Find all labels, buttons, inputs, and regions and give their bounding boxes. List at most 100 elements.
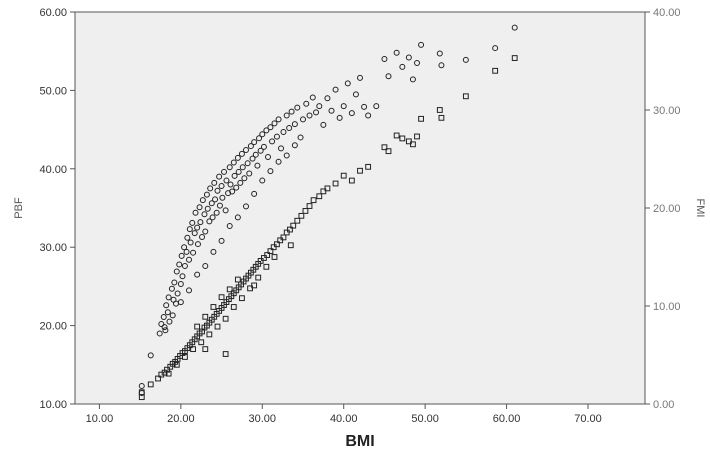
data-point-circle — [211, 179, 218, 186]
data-point-circle — [241, 175, 248, 182]
data-point-square — [316, 193, 323, 200]
data-point-circle — [207, 185, 214, 192]
data-point-circle — [263, 127, 270, 134]
data-point-circle — [291, 121, 298, 128]
data-point-circle — [313, 109, 320, 116]
left-y-tick-label: 40.00 — [39, 164, 67, 176]
data-point-square — [173, 361, 180, 368]
data-point-square — [164, 366, 170, 373]
data-point-square — [202, 313, 209, 320]
data-point-circle — [169, 312, 176, 319]
data-point-circle — [164, 309, 171, 316]
data-point-circle — [267, 168, 274, 175]
data-point-circle — [160, 313, 167, 320]
data-point-circle — [173, 268, 180, 275]
data-point-square — [287, 242, 294, 249]
data-point-square — [257, 258, 264, 264]
data-point-circle — [234, 214, 241, 221]
x-tick-label: 40.00 — [330, 413, 358, 425]
data-point-square — [222, 351, 229, 357]
data-point-square — [302, 208, 309, 214]
left-y-axis-title: PBF — [13, 197, 25, 219]
data-point-circle — [213, 209, 220, 216]
left-y-tick-label: 10.00 — [39, 399, 67, 411]
x-tick-label: 70.00 — [574, 413, 602, 425]
data-point-square — [194, 323, 201, 330]
right-y-tick-label: 30.00 — [653, 105, 681, 117]
data-point-circle — [189, 219, 196, 226]
data-point-circle — [194, 241, 201, 248]
left-y-tick-label: 60.00 — [39, 7, 67, 19]
data-point-circle — [251, 139, 258, 146]
data-point-circle — [309, 94, 316, 101]
data-point-circle — [280, 128, 287, 135]
data-point-circle — [194, 224, 201, 231]
data-point-circle — [324, 95, 331, 102]
data-point-circle — [249, 155, 256, 162]
data-point-square — [214, 323, 221, 330]
data-point-circle — [373, 103, 380, 110]
data-point-square — [206, 331, 213, 338]
data-point-circle — [187, 239, 194, 246]
data-point-circle — [251, 190, 258, 197]
data-point-circle — [348, 110, 355, 117]
data-point-square — [138, 394, 145, 401]
data-point-square — [287, 226, 293, 233]
data-point-circle — [357, 74, 363, 81]
data-point-circle — [203, 191, 210, 198]
data-point-square — [271, 254, 278, 260]
plot-area — [74, 11, 646, 405]
data-point-circle — [216, 202, 223, 209]
data-point-circle — [239, 164, 246, 171]
data-point-square — [436, 107, 443, 113]
left-y-tick-label: 20.00 — [39, 321, 67, 333]
data-point-circle — [393, 49, 400, 56]
data-point-circle — [264, 154, 271, 161]
data-point-square — [294, 217, 301, 224]
data-point-circle — [226, 223, 233, 230]
data-point-circle — [218, 183, 225, 190]
data-point-square — [381, 144, 388, 151]
data-point-circle — [399, 63, 406, 70]
data-point-circle — [316, 103, 323, 110]
data-point-square — [414, 133, 420, 140]
x-axis-title: BMI — [345, 433, 374, 450]
left-y-tick-label: 50.00 — [39, 85, 67, 97]
data-point-square — [277, 237, 284, 244]
data-point-circle — [179, 273, 186, 280]
data-point-circle — [275, 158, 282, 165]
data-point-circle — [161, 324, 168, 331]
data-point-circle — [328, 107, 335, 114]
data-point-square — [290, 222, 297, 229]
data-point-square — [511, 55, 518, 61]
data-point-circle — [252, 151, 259, 158]
data-point-circle — [257, 147, 264, 154]
data-point-square — [230, 304, 237, 310]
data-point-square — [298, 212, 305, 219]
x-tick-label: 60.00 — [493, 413, 521, 425]
data-point-circle — [238, 150, 245, 157]
data-point-circle — [162, 327, 169, 334]
data-point-square — [357, 167, 363, 174]
data-point-circle — [492, 45, 499, 52]
data-point-square — [226, 286, 233, 293]
data-point-circle — [352, 91, 359, 98]
data-point-square — [274, 241, 280, 248]
data-point-square — [210, 304, 217, 310]
data-point-circle — [222, 207, 229, 214]
data-point-circle — [214, 187, 221, 194]
data-point-circle — [259, 131, 266, 138]
data-point-circle — [414, 59, 420, 66]
data-point-circle — [418, 41, 425, 48]
data-point-circle — [306, 112, 313, 119]
data-point-circle — [283, 152, 290, 159]
data-point-circle — [244, 160, 251, 167]
data-point-circle — [197, 219, 204, 226]
data-point-circle — [177, 281, 184, 288]
data-point-square — [264, 252, 271, 258]
data-point-circle — [219, 194, 226, 201]
data-point-square — [405, 138, 412, 145]
data-point-circle — [147, 352, 154, 359]
data-point-circle — [438, 62, 445, 69]
